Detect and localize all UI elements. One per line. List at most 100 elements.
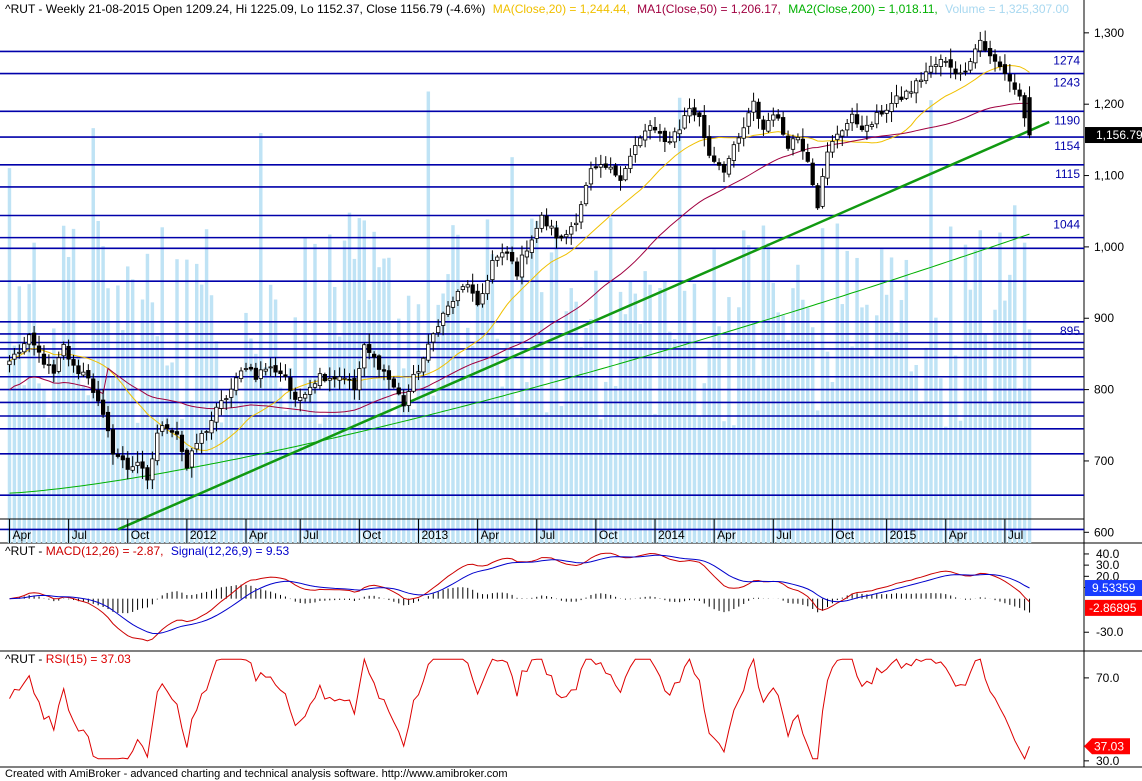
candle-body [140,461,145,469]
candle-body [36,345,42,353]
volume-bar [1013,205,1017,543]
volume-bar [978,230,982,543]
volume-bar [766,243,771,543]
volume-bar [702,383,707,543]
volume-bar [81,384,86,543]
volume-bar [815,410,820,543]
candle-body [766,120,771,132]
volume-bar [855,257,859,543]
time-tick-label: Apr [481,528,500,542]
candle-body [633,145,638,155]
time-tick-label: Jul [1008,528,1023,542]
volume-bar [61,225,66,543]
candle-body [933,64,939,67]
candle-body [978,39,983,52]
volume-bar [421,366,426,543]
volume-bar [244,312,248,543]
volume-bar [263,366,268,543]
level-label: 1190 [1054,113,1080,127]
volume-bar [387,257,391,543]
candle-body [155,432,160,462]
volume-bar [988,402,992,543]
volume-bar [268,284,273,543]
volume-bar [692,283,697,543]
candle-body [628,155,633,169]
volume-bar [786,339,790,543]
candle-body [263,368,268,372]
candle-body [795,136,801,141]
volume-legend: Volume = 1,325,307.00 [945,2,1069,16]
candle-body [578,204,584,223]
rsi-header-prefix: ^RUT - [5,652,46,666]
volume-bar [466,327,470,543]
candle-body [647,125,653,131]
volume-bar [727,297,731,543]
candle-body [71,359,76,366]
time-tick-label: Oct [362,528,381,542]
volume-bar [234,388,238,543]
candle-body [91,378,96,393]
volume-bar [574,301,578,543]
candle-body [219,400,224,409]
ma200-legend: MA2(Close,200) = 1,018.11, [788,2,938,16]
candle-body [386,370,392,380]
macd-tick-label: 30.0 [1096,558,1120,572]
candle-body [214,406,219,423]
volume-bar [337,336,342,543]
volume-bar [66,256,71,543]
signal-legend: Signal(12,26,9) = 9.53 [171,544,290,558]
candle-body [879,110,884,115]
volume-bar [761,225,766,543]
rsi-value-label: 37.03 [1094,739,1124,753]
candle-body [362,344,367,369]
candle-body [657,131,663,134]
candle-body [145,467,150,481]
volume-bar [86,395,91,543]
volume-bar [47,417,51,543]
volume-bar [884,294,889,543]
time-tick-label: Oct [835,528,854,542]
volume-bar [27,284,31,543]
candle-body [608,166,613,170]
volume-bar [564,311,569,543]
candle-body [307,386,313,395]
candle-body [283,374,288,377]
volume-bar [1008,274,1012,543]
ma20-legend: MA(Close,20) = 1,244.44, [493,2,630,16]
volume-bar [648,284,652,543]
candle-body [909,91,914,94]
volume-bar [983,333,987,543]
candle-body [652,126,658,131]
volume-bar [535,221,539,544]
volume-bar [485,219,490,543]
candle-body [273,365,278,373]
time-tick-label: Jul [776,528,791,542]
candle-body [859,125,865,131]
candle-body [135,461,140,466]
volume-bar [441,293,445,543]
candle-body [840,130,845,137]
level-label: 895 [1060,324,1080,338]
candle-body [475,290,480,306]
volume-bar [475,293,480,543]
price-tick-label: 900 [1094,311,1114,325]
candle-body [721,163,727,173]
candle-body [381,369,387,372]
candle-body [298,397,303,401]
candle-body [169,430,175,433]
candle-body [874,112,879,125]
candle-body [96,390,101,402]
candle-body [160,425,165,432]
volume-bar [801,299,805,543]
time-tick-label: Apr [717,528,736,542]
candle-body [519,254,525,278]
volume-bar [91,128,95,543]
candle-body [593,166,599,169]
candle-body [248,366,254,370]
volume-bar [924,347,928,543]
volume-bar [909,371,913,543]
candle-body [406,391,411,406]
candle-body [968,61,973,71]
volume-bar [411,409,416,543]
macd-value-tag [1085,599,1142,616]
